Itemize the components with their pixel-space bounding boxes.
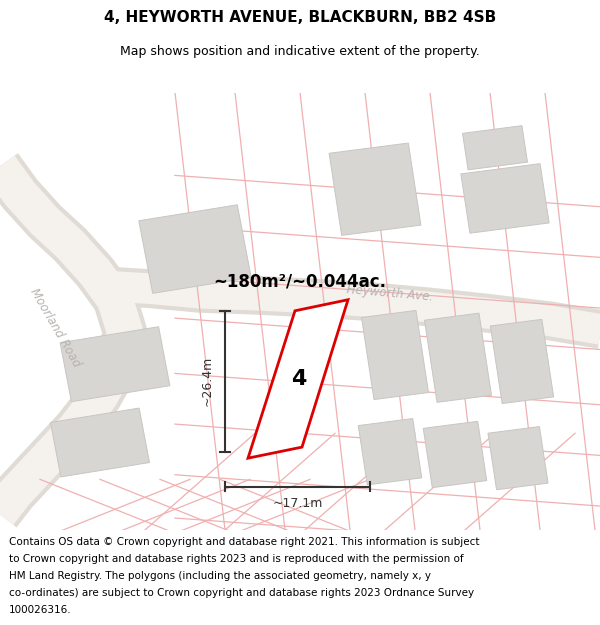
Polygon shape — [362, 311, 428, 399]
Text: 4: 4 — [290, 369, 306, 389]
Polygon shape — [461, 164, 549, 233]
Text: 100026316.: 100026316. — [9, 605, 71, 615]
Polygon shape — [358, 419, 422, 485]
Text: 4, HEYWORTH AVENUE, BLACKBURN, BB2 4SB: 4, HEYWORTH AVENUE, BLACKBURN, BB2 4SB — [104, 9, 496, 24]
Text: to Crown copyright and database rights 2023 and is reproduced with the permissio: to Crown copyright and database rights 2… — [9, 554, 464, 564]
Polygon shape — [423, 421, 487, 488]
Text: Contains OS data © Crown copyright and database right 2021. This information is : Contains OS data © Crown copyright and d… — [9, 537, 479, 547]
Polygon shape — [490, 319, 554, 404]
Text: Map shows position and indicative extent of the property.: Map shows position and indicative extent… — [120, 45, 480, 58]
Polygon shape — [60, 327, 170, 402]
Polygon shape — [329, 143, 421, 236]
Polygon shape — [463, 126, 527, 170]
Polygon shape — [139, 205, 251, 293]
Text: ~17.1m: ~17.1m — [272, 497, 323, 510]
Polygon shape — [248, 300, 348, 458]
Text: co-ordinates) are subject to Crown copyright and database rights 2023 Ordnance S: co-ordinates) are subject to Crown copyr… — [9, 588, 474, 598]
Text: HM Land Registry. The polygons (including the associated geometry, namely x, y: HM Land Registry. The polygons (includin… — [9, 571, 431, 581]
Text: ~180m²/~0.044ac.: ~180m²/~0.044ac. — [214, 272, 386, 291]
Text: Heyworth Ave.: Heyworth Ave. — [346, 283, 434, 304]
Polygon shape — [488, 426, 548, 490]
Text: ~26.4m: ~26.4m — [200, 356, 214, 406]
Polygon shape — [50, 408, 149, 477]
Polygon shape — [425, 313, 491, 402]
Text: Moorland Road: Moorland Road — [27, 286, 83, 369]
